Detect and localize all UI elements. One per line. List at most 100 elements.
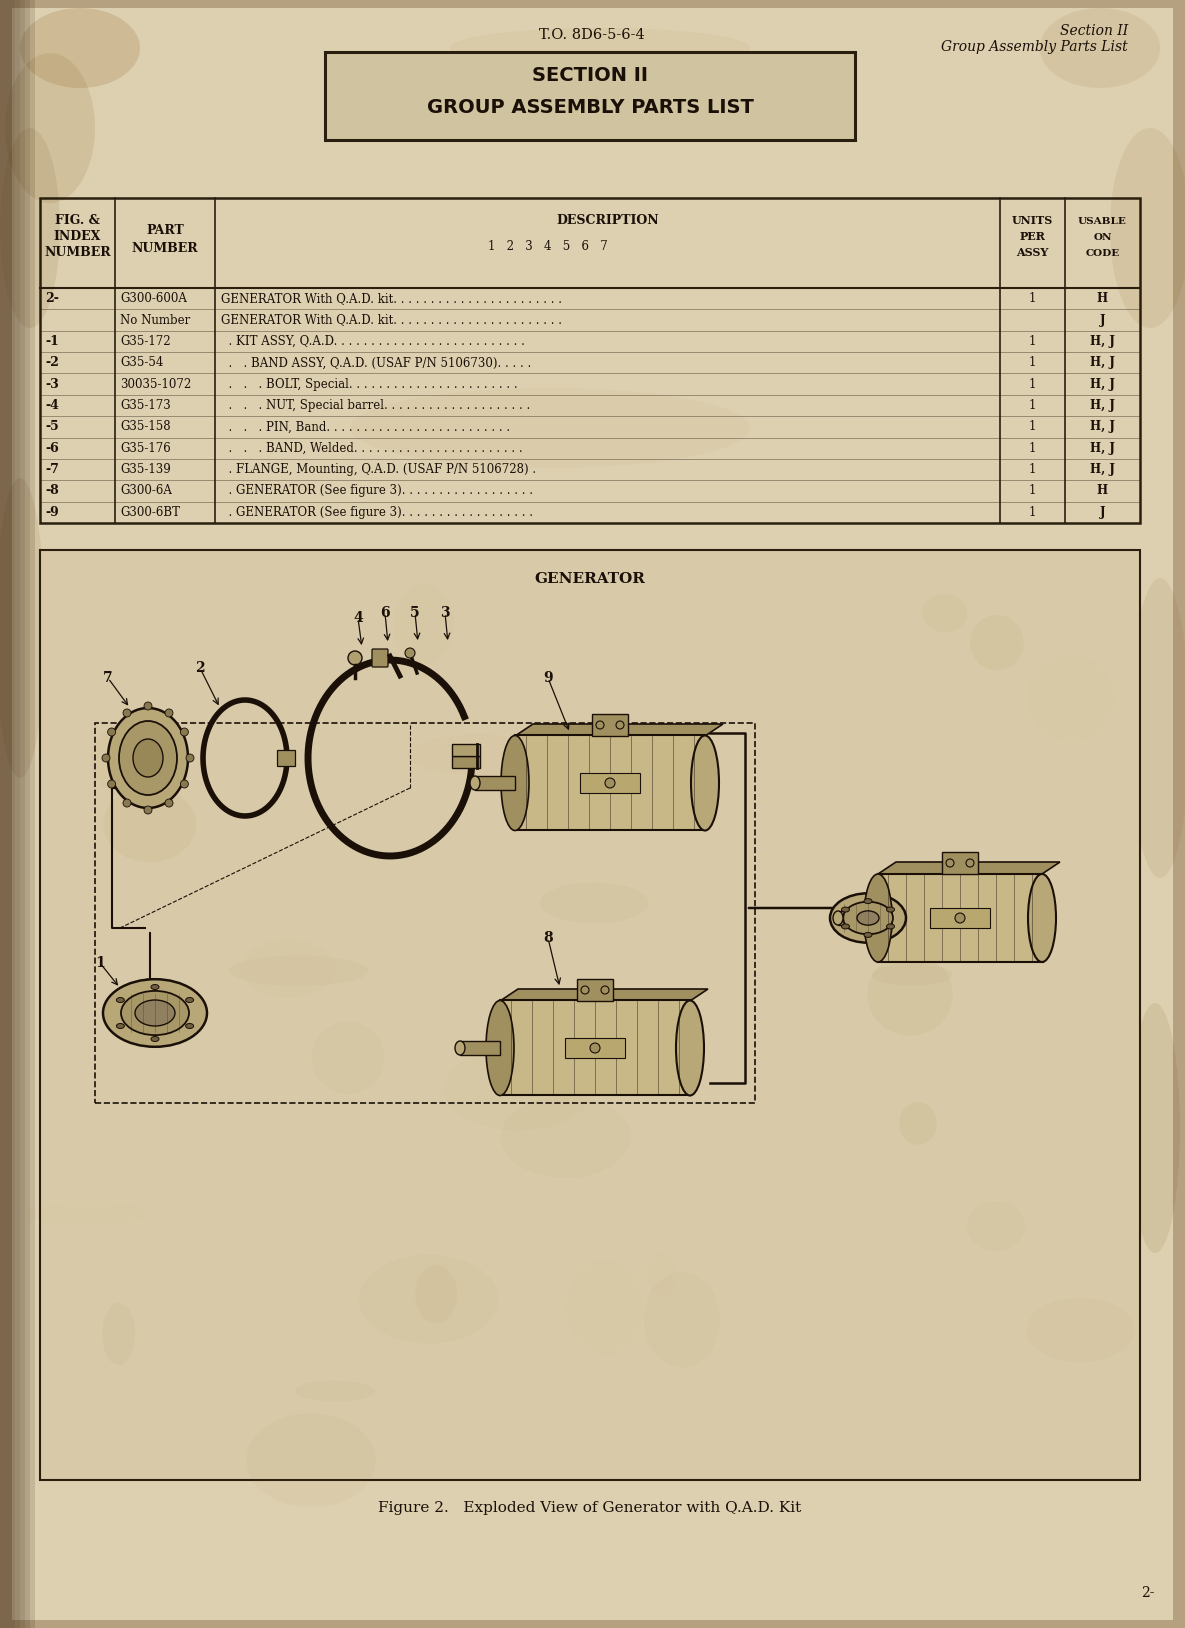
Text: 1: 1 (1029, 462, 1036, 475)
Text: GENERATOR: GENERATOR (534, 571, 646, 586)
Ellipse shape (864, 933, 872, 938)
Text: T.O. 8D6-5-6-4: T.O. 8D6-5-6-4 (539, 28, 645, 42)
Bar (451, 744, 480, 755)
Text: . FLANGE, Mounting, Q.A.D. (USAF P/N 5106728) .: . FLANGE, Mounting, Q.A.D. (USAF P/N 510… (220, 462, 536, 475)
Bar (40, 550, 1140, 1480)
Text: 2: 2 (196, 661, 205, 676)
Ellipse shape (455, 1040, 465, 1055)
Ellipse shape (486, 1001, 514, 1096)
Bar (878, 874, 1043, 962)
Text: Figure 2.   Exploded View of Generator with Q.A.D. Kit: Figure 2. Exploded View of Generator wit… (378, 1501, 801, 1516)
Text: H, J: H, J (1090, 399, 1115, 412)
Text: . GENERATOR (See figure 3). . . . . . . . . . . . . . . . . .: . GENERATOR (See figure 3). . . . . . . … (220, 506, 533, 519)
Ellipse shape (1130, 1003, 1180, 1254)
Ellipse shape (103, 786, 196, 863)
Text: CODE: CODE (1085, 249, 1120, 257)
Ellipse shape (108, 708, 188, 807)
Text: . KIT ASSY, Q.A.D. . . . . . . . . . . . . . . . . . . . . . . . . .: . KIT ASSY, Q.A.D. . . . . . . . . . . .… (220, 335, 525, 348)
Ellipse shape (1110, 129, 1185, 327)
Ellipse shape (91, 721, 174, 799)
Text: J: J (1100, 314, 1106, 327)
Bar (577, 978, 613, 1001)
Text: G300-600A: G300-600A (120, 291, 187, 304)
Text: INDEX: INDEX (53, 231, 101, 244)
Ellipse shape (0, 129, 60, 327)
Circle shape (616, 721, 624, 729)
Ellipse shape (150, 1037, 159, 1042)
Text: GENERATOR With Q.A.D. kit. . . . . . . . . . . . . . . . . . . . . . .: GENERATOR With Q.A.D. kit. . . . . . . .… (220, 314, 562, 327)
Text: 1: 1 (1029, 506, 1036, 519)
Ellipse shape (118, 721, 177, 794)
Ellipse shape (800, 1268, 1000, 1389)
Text: 1: 1 (1029, 420, 1036, 433)
Text: G35-176: G35-176 (120, 441, 171, 454)
Bar (500, 1000, 690, 1096)
Bar (95, 723, 755, 1104)
Text: No Number: No Number (120, 314, 191, 327)
Bar (0, 0, 20, 1628)
Bar (0, 0, 25, 1628)
Circle shape (590, 1044, 600, 1053)
Text: -2: -2 (45, 357, 59, 370)
Ellipse shape (121, 991, 188, 1035)
Circle shape (145, 806, 152, 814)
Bar (942, 851, 978, 874)
Ellipse shape (60, 728, 140, 1128)
Circle shape (165, 799, 173, 807)
Polygon shape (878, 861, 1061, 874)
Ellipse shape (501, 736, 529, 830)
Bar (0, 0, 30, 1628)
Text: 5: 5 (410, 606, 419, 620)
Circle shape (102, 754, 110, 762)
Text: 1: 1 (1029, 291, 1036, 304)
Bar (592, 715, 628, 736)
Ellipse shape (830, 894, 907, 943)
Text: G35-172: G35-172 (120, 335, 171, 348)
Ellipse shape (1029, 874, 1056, 962)
Text: -1: -1 (45, 335, 59, 348)
Bar (579, 773, 640, 793)
Text: 7: 7 (103, 671, 113, 685)
Text: .   .   . NUT, Special barrel. . . . . . . . . . . . . . . . . . . .: . . . NUT, Special barrel. . . . . . . .… (220, 399, 530, 412)
Text: -4: -4 (45, 399, 59, 412)
Ellipse shape (20, 8, 140, 88)
Text: USABLE: USABLE (1078, 217, 1127, 226)
Ellipse shape (116, 998, 124, 1003)
Ellipse shape (186, 1024, 193, 1029)
Bar (460, 1040, 500, 1055)
Circle shape (123, 708, 132, 716)
Ellipse shape (135, 1000, 175, 1026)
Text: PER: PER (1019, 231, 1045, 243)
Text: 1: 1 (1029, 399, 1036, 412)
Text: -3: -3 (45, 378, 59, 391)
Text: -8: -8 (45, 485, 59, 498)
Text: G35-54: G35-54 (120, 357, 164, 370)
Circle shape (180, 728, 188, 736)
Ellipse shape (1026, 1298, 1134, 1363)
Text: H: H (1097, 485, 1108, 498)
Text: 1: 1 (1029, 357, 1036, 370)
Text: G300-6BT: G300-6BT (120, 506, 180, 519)
Circle shape (601, 987, 609, 995)
Bar (838, 912, 878, 925)
Text: PART: PART (146, 225, 184, 238)
Text: G300-6A: G300-6A (120, 485, 172, 498)
Bar (451, 755, 480, 768)
Text: GENERATOR With Q.A.D. kit. . . . . . . . . . . . . . . . . . . . . . .: GENERATOR With Q.A.D. kit. . . . . . . .… (220, 291, 562, 304)
Text: G35-158: G35-158 (120, 420, 171, 433)
Text: J: J (1100, 506, 1106, 519)
Ellipse shape (857, 910, 879, 925)
Ellipse shape (899, 1102, 937, 1144)
Ellipse shape (124, 1179, 275, 1278)
Bar (325, 52, 856, 140)
Circle shape (348, 651, 361, 664)
Circle shape (123, 799, 132, 807)
Bar (475, 777, 515, 790)
Text: -7: -7 (45, 462, 59, 475)
Circle shape (596, 721, 604, 729)
Polygon shape (500, 988, 707, 1001)
Ellipse shape (843, 902, 893, 934)
Text: 1: 1 (1029, 485, 1036, 498)
Circle shape (946, 860, 954, 868)
Ellipse shape (1040, 8, 1160, 88)
